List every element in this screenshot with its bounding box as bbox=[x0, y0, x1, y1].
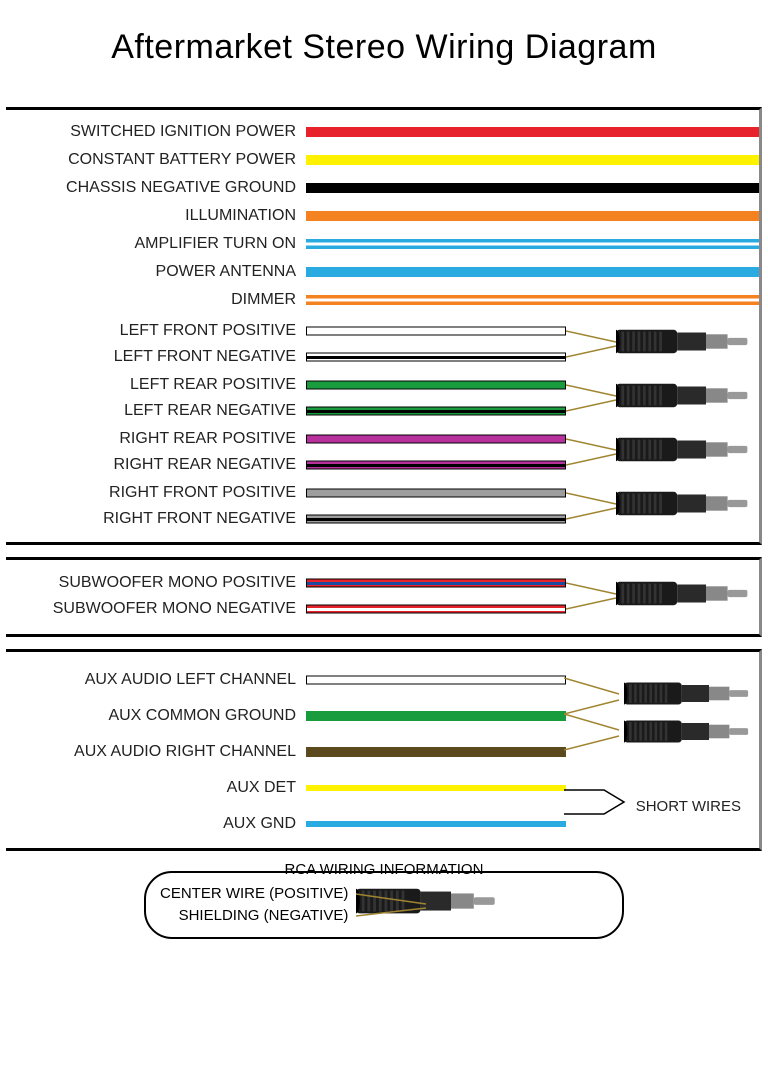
rca-center-label: CENTER WIRE (POSITIVE) bbox=[160, 883, 348, 905]
speaker-pair: RIGHT REAR POSITIVE RIGHT REAR NEGATIVE bbox=[6, 426, 759, 478]
wire-line bbox=[306, 239, 759, 249]
wire-line bbox=[306, 489, 566, 498]
wire-line bbox=[306, 127, 759, 137]
wire-label: RIGHT FRONT POSITIVE bbox=[6, 484, 306, 502]
wire-label: AUX GND bbox=[6, 815, 306, 833]
speaker-pair: LEFT REAR POSITIVE LEFT REAR NEGATIVE bbox=[6, 372, 759, 424]
wire-label: AUX COMMON GROUND bbox=[6, 707, 306, 725]
wire-label: LEFT REAR POSITIVE bbox=[6, 376, 306, 394]
section-aux: AUX AUDIO LEFT CHANNEL AUX COMMON GROUND… bbox=[6, 649, 762, 851]
wire-label: LEFT FRONT NEGATIVE bbox=[6, 348, 306, 366]
wire-row: POWER ANTENNA bbox=[6, 258, 759, 286]
page-title: Aftermarket Stereo Wiring Diagram bbox=[0, 0, 768, 107]
rca-info-box: RCA WIRING INFORMATION CENTER WIRE (POSI… bbox=[144, 871, 624, 939]
wire-label: RIGHT REAR POSITIVE bbox=[6, 430, 306, 448]
wire-line bbox=[306, 407, 566, 416]
rca-shield-label: SHIELDING (NEGATIVE) bbox=[160, 905, 348, 927]
wire-label: LEFT FRONT POSITIVE bbox=[6, 322, 306, 340]
wire-line bbox=[306, 747, 566, 757]
wire-label: LEFT REAR NEGATIVE bbox=[6, 402, 306, 420]
wire-label: AUX AUDIO LEFT CHANNEL bbox=[6, 671, 306, 689]
wire-row: CONSTANT BATTERY POWER bbox=[6, 146, 759, 174]
wire-row: AUX AUDIO RIGHT CHANNEL bbox=[6, 734, 759, 770]
speaker-pair: LEFT FRONT POSITIVE LEFT FRONT NEGATIVE bbox=[6, 318, 759, 370]
wire-row: SWITCHED IGNITION POWER bbox=[6, 118, 759, 146]
wire-label: CONSTANT BATTERY POWER bbox=[6, 151, 306, 169]
wire-line bbox=[306, 435, 566, 444]
wire-line bbox=[306, 461, 566, 470]
wire-label: CHASSIS NEGATIVE GROUND bbox=[6, 179, 306, 197]
wire-label: DIMMER bbox=[6, 291, 306, 309]
wire-row: CHASSIS NEGATIVE GROUND bbox=[6, 174, 759, 202]
wire-line bbox=[306, 381, 566, 390]
wire-label: RIGHT FRONT NEGATIVE bbox=[6, 510, 306, 528]
wire-label: AUX DET bbox=[6, 779, 306, 797]
subwoofer-pair: SUBWOOFER MONO POSITIVE SUBWOOFER MONO N… bbox=[6, 570, 759, 622]
wire-row: AUX AUDIO LEFT CHANNEL bbox=[6, 662, 759, 698]
section-main: SWITCHED IGNITION POWER CONSTANT BATTERY… bbox=[6, 107, 762, 545]
wire-line bbox=[306, 515, 566, 524]
wire-label: POWER ANTENNA bbox=[6, 263, 306, 281]
wire-label: ILLUMINATION bbox=[6, 207, 306, 225]
wire-line bbox=[306, 821, 566, 827]
wire-row: ILLUMINATION bbox=[6, 202, 759, 230]
wire-label: SWITCHED IGNITION POWER bbox=[6, 123, 306, 141]
wire-line bbox=[306, 267, 759, 277]
wire-line bbox=[306, 785, 566, 791]
wire-line bbox=[306, 605, 566, 614]
section-subwoofer: SUBWOOFER MONO POSITIVE SUBWOOFER MONO N… bbox=[6, 557, 762, 637]
wire-line bbox=[306, 579, 566, 588]
wire-label: AUX AUDIO RIGHT CHANNEL bbox=[6, 743, 306, 761]
wire-label: AMPLIFIER TURN ON bbox=[6, 235, 306, 253]
speaker-pair: RIGHT FRONT POSITIVE RIGHT FRONT NEGATIV… bbox=[6, 480, 759, 532]
wire-line bbox=[306, 155, 759, 165]
wire-line bbox=[306, 353, 566, 362]
short-wires-note: SHORT WIRES bbox=[636, 798, 741, 815]
wire-label: RIGHT REAR NEGATIVE bbox=[6, 456, 306, 474]
wire-label: SUBWOOFER MONO POSITIVE bbox=[6, 574, 306, 592]
wire-row: AMPLIFIER TURN ON bbox=[6, 230, 759, 258]
wire-line bbox=[306, 327, 566, 336]
wire-row: AUX COMMON GROUND bbox=[6, 698, 759, 734]
wire-line bbox=[306, 211, 759, 221]
wire-line bbox=[306, 711, 566, 721]
wire-line bbox=[306, 183, 759, 193]
wire-line bbox=[306, 676, 566, 685]
wire-line bbox=[306, 295, 759, 305]
wire-label: SUBWOOFER MONO NEGATIVE bbox=[6, 600, 306, 618]
wire-row: DIMMER bbox=[6, 286, 759, 314]
